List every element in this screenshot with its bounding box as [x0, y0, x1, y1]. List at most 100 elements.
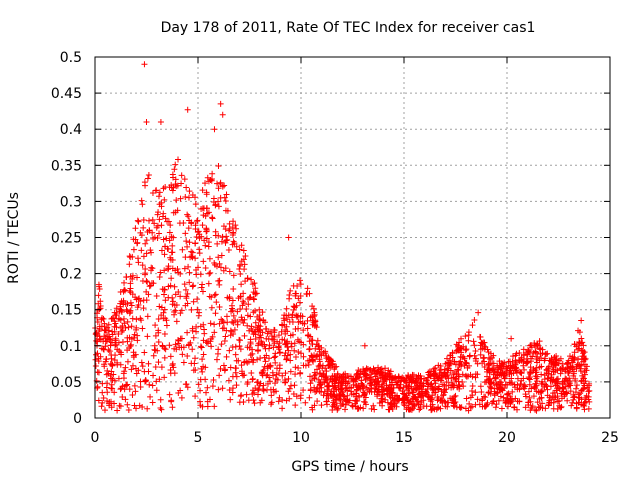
- data-point: [160, 185, 167, 192]
- data-point: [205, 178, 212, 185]
- data-point: [216, 372, 223, 379]
- data-point: [229, 241, 236, 248]
- data-point: [498, 386, 505, 393]
- data-point: [266, 355, 273, 362]
- data-point: [307, 386, 314, 393]
- data-point: [147, 393, 154, 400]
- data-point: [545, 375, 552, 382]
- data-point: [184, 211, 191, 218]
- data-point: [546, 397, 553, 404]
- data-point: [188, 360, 195, 367]
- data-point: [509, 364, 516, 371]
- data-point: [423, 389, 430, 396]
- data-point: [133, 316, 140, 323]
- data-point: [318, 352, 325, 359]
- data-point: [209, 170, 216, 177]
- data-point: [173, 197, 180, 204]
- data-point: [346, 384, 353, 391]
- data-point: [194, 217, 201, 224]
- data-point: [457, 404, 464, 411]
- data-point: [208, 176, 215, 183]
- data-point: [133, 324, 140, 331]
- data-point: [338, 379, 345, 386]
- data-point: [195, 381, 202, 388]
- data-point: [166, 391, 173, 398]
- data-point: [120, 299, 127, 306]
- data-point: [156, 230, 163, 237]
- data-point: [118, 328, 125, 335]
- data-point: [276, 340, 283, 347]
- data-point: [223, 233, 230, 240]
- data-point: [401, 377, 408, 384]
- data-point: [185, 194, 192, 201]
- data-point: [525, 388, 532, 395]
- data-point: [569, 399, 576, 406]
- data-point: [140, 297, 147, 304]
- data-point: [237, 393, 244, 400]
- data-point: [378, 383, 385, 390]
- data-point: [251, 296, 258, 303]
- data-point: [186, 239, 193, 246]
- data-point: [512, 357, 519, 364]
- data-point: [129, 315, 136, 322]
- data-point: [157, 269, 164, 276]
- data-point: [454, 384, 461, 391]
- data-point: [244, 275, 251, 282]
- y-tick-label: 0.15: [51, 303, 82, 319]
- data-point: [144, 333, 151, 340]
- data-point: [177, 293, 184, 300]
- data-point: [171, 370, 178, 377]
- data-point: [460, 353, 467, 360]
- data-point: [117, 300, 124, 307]
- data-point: [257, 323, 264, 330]
- data-point: [171, 166, 178, 173]
- data-point: [312, 371, 319, 378]
- data-point: [392, 375, 399, 382]
- data-point: [562, 368, 569, 375]
- data-point: [479, 340, 486, 347]
- data-point: [564, 397, 571, 404]
- data-point: [485, 362, 492, 369]
- data-point: [371, 406, 378, 413]
- data-point: [285, 234, 292, 241]
- data-point: [224, 319, 231, 326]
- data-point: [355, 392, 362, 399]
- data-point: [451, 368, 458, 375]
- data-point: [563, 389, 570, 396]
- data-point: [579, 386, 586, 393]
- data-point: [534, 340, 541, 347]
- x-tick-label: 5: [194, 430, 203, 446]
- data-point: [207, 269, 214, 276]
- data-point: [316, 358, 323, 365]
- data-point: [121, 286, 128, 293]
- data-point: [179, 351, 186, 358]
- data-point: [169, 249, 176, 256]
- data-point: [445, 399, 452, 406]
- data-point: [256, 326, 263, 333]
- data-point: [156, 303, 163, 310]
- data-point: [161, 354, 168, 361]
- data-point: [126, 386, 133, 393]
- data-point: [215, 198, 222, 205]
- data-point: [168, 275, 175, 282]
- data-point: [487, 390, 494, 397]
- data-point: [155, 338, 162, 345]
- data-point: [161, 251, 168, 258]
- data-point: [143, 278, 150, 285]
- data-point: [355, 405, 362, 412]
- data-point: [253, 290, 260, 297]
- data-point: [223, 313, 230, 320]
- data-point: [222, 226, 229, 233]
- data-point: [283, 340, 290, 347]
- data-point: [303, 290, 310, 297]
- data-point: [570, 391, 577, 398]
- data-point: [120, 375, 127, 382]
- data-point: [263, 335, 270, 342]
- data-point: [416, 375, 423, 382]
- data-point: [523, 360, 530, 367]
- data-point: [100, 346, 107, 353]
- data-point: [153, 378, 160, 385]
- data-point: [465, 329, 472, 336]
- data-point: [532, 369, 539, 376]
- data-point: [254, 378, 261, 385]
